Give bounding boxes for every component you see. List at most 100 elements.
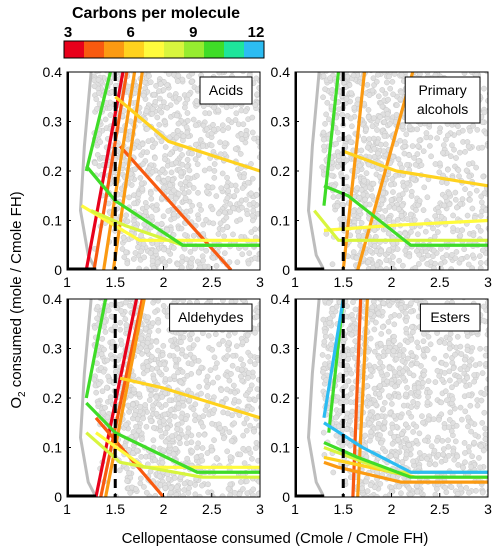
scatter-point (177, 181, 184, 187)
scatter-point (490, 190, 495, 195)
scatter-point (218, 387, 225, 394)
scatter-point (178, 339, 184, 345)
scatter-point (478, 397, 485, 404)
scatter-point (381, 72, 388, 75)
scatter-point (224, 353, 231, 359)
scatter-point (430, 416, 437, 423)
scatter-point (187, 336, 194, 343)
scatter-point (326, 293, 331, 298)
scatter-point (446, 345, 453, 352)
scatter-point (137, 67, 142, 72)
scatter-point (401, 150, 408, 157)
scatter-point (263, 70, 268, 75)
scatter-point (487, 240, 488, 243)
scatter-point (98, 351, 105, 357)
scatter-point (408, 229, 414, 235)
scatter-point (237, 451, 244, 458)
scatter-point (464, 375, 470, 381)
scatter-point (192, 482, 198, 488)
scatter-point (224, 386, 230, 393)
scatter-point (182, 179, 189, 185)
scatter-point (143, 266, 150, 270)
scatter-point (374, 127, 380, 133)
scatter-point (384, 371, 390, 378)
scatter-point (121, 63, 126, 68)
scatter-point (374, 414, 381, 421)
colorbar-segment (124, 41, 145, 58)
scatter-point (173, 363, 179, 370)
y-tick-label: 0.4 (271, 64, 291, 80)
x-tick-label: 2.5 (430, 274, 450, 290)
scatter-point (255, 325, 260, 332)
scatter-point (92, 160, 98, 166)
scatter-point (363, 170, 370, 177)
series-line (85, 165, 260, 247)
scatter-point (161, 259, 168, 266)
scatter-point (402, 310, 409, 317)
scatter-point (415, 344, 422, 351)
series-line (114, 95, 260, 173)
scatter-point (95, 90, 102, 96)
scatter-point (190, 342, 197, 349)
scatter-point (170, 187, 177, 194)
scatter-point (259, 125, 260, 127)
scatter-point (170, 211, 177, 218)
scatter-point (194, 172, 200, 179)
scatter-point (466, 489, 472, 496)
scatter-point (187, 249, 194, 255)
scatter-point (116, 467, 123, 474)
scatter-point (145, 363, 151, 370)
scatter-point (143, 66, 148, 71)
scatter-point (448, 266, 455, 270)
scatter-point (485, 493, 488, 497)
scatter-point (436, 169, 443, 176)
scatter-point (403, 451, 410, 458)
scatter-point (99, 336, 106, 342)
scatter-point (443, 352, 449, 359)
series-line (118, 145, 233, 270)
scatter-point (459, 227, 466, 233)
scatter-point (206, 165, 213, 172)
scatter-point (211, 174, 218, 181)
scatter-point (221, 250, 228, 257)
scatter-point (333, 432, 340, 439)
scatter-point (348, 370, 355, 377)
scatter-point (419, 413, 425, 420)
scatter-point (432, 161, 439, 167)
scatter-point (482, 431, 488, 438)
scatter-point (138, 232, 144, 239)
scatter-point (391, 321, 398, 328)
scatter-point (366, 92, 373, 99)
scatter-point (231, 489, 238, 496)
scatter-point (131, 61, 136, 66)
scatter-point (247, 422, 253, 429)
series-line (342, 149, 488, 188)
scatter-point (464, 212, 471, 219)
scatter-point (201, 431, 208, 438)
scatter-point (338, 292, 343, 297)
scatter-point (347, 442, 354, 449)
scatter-point (389, 78, 396, 85)
scatter-point (416, 261, 422, 267)
scatter-point (109, 355, 116, 362)
scatter-point (458, 351, 465, 357)
scatter-point (378, 439, 385, 446)
panel-title: Primary (418, 82, 466, 98)
scatter-point (199, 445, 206, 451)
scatter-point (262, 127, 267, 132)
scatter-point (227, 454, 234, 460)
scatter-point (149, 106, 156, 112)
scatter-point (451, 146, 457, 153)
scatter-point (461, 440, 468, 446)
scatter-point (171, 475, 178, 481)
scatter-point (333, 140, 339, 147)
scatter-point (258, 186, 260, 192)
scatter-point (204, 393, 211, 399)
scatter-point (379, 87, 386, 93)
scatter-point (493, 102, 497, 107)
scatter-point (469, 453, 475, 460)
scatter-point (256, 422, 260, 429)
scatter-point (490, 241, 495, 246)
scatter-point (450, 448, 457, 455)
